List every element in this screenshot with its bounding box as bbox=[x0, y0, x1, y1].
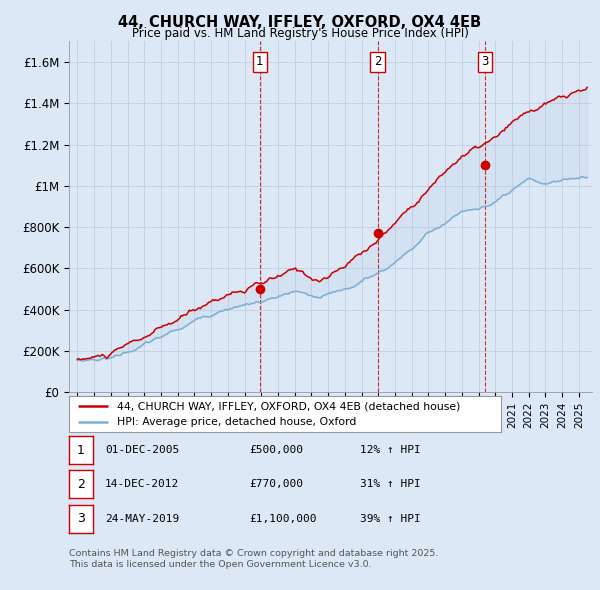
Text: Price paid vs. HM Land Registry's House Price Index (HPI): Price paid vs. HM Land Registry's House … bbox=[131, 27, 469, 40]
Text: Contains HM Land Registry data © Crown copyright and database right 2025.
This d: Contains HM Land Registry data © Crown c… bbox=[69, 549, 439, 569]
Text: 12% ↑ HPI: 12% ↑ HPI bbox=[360, 445, 421, 455]
Text: 2: 2 bbox=[374, 55, 381, 68]
Text: £500,000: £500,000 bbox=[249, 445, 303, 455]
Text: 2: 2 bbox=[77, 478, 85, 491]
Text: 31% ↑ HPI: 31% ↑ HPI bbox=[360, 480, 421, 489]
Text: 44, CHURCH WAY, IFFLEY, OXFORD, OX4 4EB (detached house): 44, CHURCH WAY, IFFLEY, OXFORD, OX4 4EB … bbox=[116, 401, 460, 411]
Text: 3: 3 bbox=[481, 55, 489, 68]
Text: HPI: Average price, detached house, Oxford: HPI: Average price, detached house, Oxfo… bbox=[116, 417, 356, 427]
Text: 1: 1 bbox=[256, 55, 263, 68]
Text: 14-DEC-2012: 14-DEC-2012 bbox=[105, 480, 179, 489]
Text: 44, CHURCH WAY, IFFLEY, OXFORD, OX4 4EB: 44, CHURCH WAY, IFFLEY, OXFORD, OX4 4EB bbox=[118, 15, 482, 30]
Text: 24-MAY-2019: 24-MAY-2019 bbox=[105, 514, 179, 523]
Text: 3: 3 bbox=[77, 512, 85, 525]
Text: £1,100,000: £1,100,000 bbox=[249, 514, 317, 523]
Text: 1: 1 bbox=[77, 444, 85, 457]
Text: 39% ↑ HPI: 39% ↑ HPI bbox=[360, 514, 421, 523]
Text: £770,000: £770,000 bbox=[249, 480, 303, 489]
Text: 01-DEC-2005: 01-DEC-2005 bbox=[105, 445, 179, 455]
